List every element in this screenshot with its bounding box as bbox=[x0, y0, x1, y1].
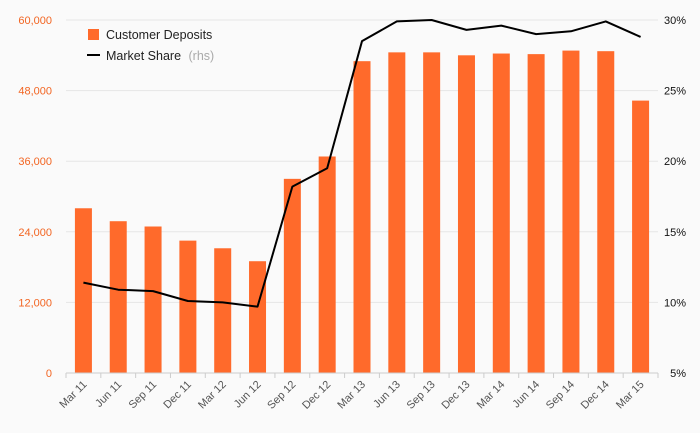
y-right-tick-label: 20% bbox=[664, 156, 686, 168]
line-market-share bbox=[83, 19, 641, 308]
y-left-tick-label: 60,000 bbox=[18, 15, 52, 27]
bar bbox=[318, 156, 336, 373]
x-tick-label: Dec 11 bbox=[161, 379, 194, 412]
bar bbox=[492, 53, 510, 373]
bar bbox=[632, 100, 650, 373]
y-left-tick-label: 0 bbox=[46, 368, 52, 380]
x-tick-label: Dec 14 bbox=[579, 379, 612, 412]
legend-label-market-share-name: Market Share bbox=[106, 49, 181, 63]
y-right-tick-label: 10% bbox=[664, 297, 686, 309]
y-right-tick-label: 5% bbox=[670, 368, 686, 380]
y-left-tick-label: 24,000 bbox=[18, 227, 52, 239]
bar bbox=[214, 248, 232, 373]
x-tick-label: Dec 13 bbox=[439, 379, 472, 412]
y-right-tick-label: 30% bbox=[664, 15, 686, 27]
x-tick-label: Jun 11 bbox=[93, 379, 124, 410]
bar bbox=[423, 52, 441, 373]
legend-label-market-share: Market Share (rhs) bbox=[106, 49, 214, 63]
bar bbox=[283, 178, 301, 373]
x-tick-label: Mar 14 bbox=[475, 379, 508, 412]
bars-customer-deposits bbox=[74, 50, 650, 374]
legend-label-market-share-note: (rhs) bbox=[189, 49, 215, 63]
legend: Customer Deposits Market Share (rhs) bbox=[87, 28, 214, 63]
bar bbox=[179, 240, 197, 373]
y-right-tick-label: 15% bbox=[664, 227, 686, 239]
x-tick-label: Mar 12 bbox=[196, 379, 229, 412]
bar bbox=[109, 221, 127, 373]
x-tick-label: Mar 15 bbox=[614, 379, 647, 412]
legend-label-customer-deposits: Customer Deposits bbox=[106, 28, 212, 42]
bar bbox=[562, 50, 580, 374]
x-tick-label: Sep 11 bbox=[127, 379, 160, 412]
x-tick-label: Jun 14 bbox=[510, 379, 542, 411]
y-left-tick-label: 12,000 bbox=[18, 297, 52, 309]
y-left-tick-label: 48,000 bbox=[18, 86, 52, 98]
y-right-tick-label: 25% bbox=[664, 86, 686, 98]
bar bbox=[74, 208, 92, 373]
bar bbox=[353, 61, 371, 373]
y-left-tick-label: 36,000 bbox=[18, 156, 52, 168]
legend-swatch-customer-deposits bbox=[88, 29, 99, 40]
bar bbox=[527, 54, 545, 374]
bar bbox=[457, 55, 475, 374]
x-tick-label: Sep 13 bbox=[405, 379, 438, 412]
bar bbox=[249, 261, 267, 373]
bar bbox=[388, 52, 406, 373]
x-tick-label: Dec 12 bbox=[300, 379, 333, 412]
x-tick-label: Jun 13 bbox=[371, 379, 403, 411]
x-tick-label: Sep 14 bbox=[544, 379, 577, 412]
x-tick-label: Mar 11 bbox=[57, 379, 89, 411]
x-tick-label: Jun 12 bbox=[232, 379, 264, 411]
x-tick-label: Mar 13 bbox=[335, 379, 368, 412]
x-tick-label: Sep 12 bbox=[265, 379, 298, 412]
bar bbox=[597, 51, 615, 373]
bar bbox=[144, 226, 162, 373]
